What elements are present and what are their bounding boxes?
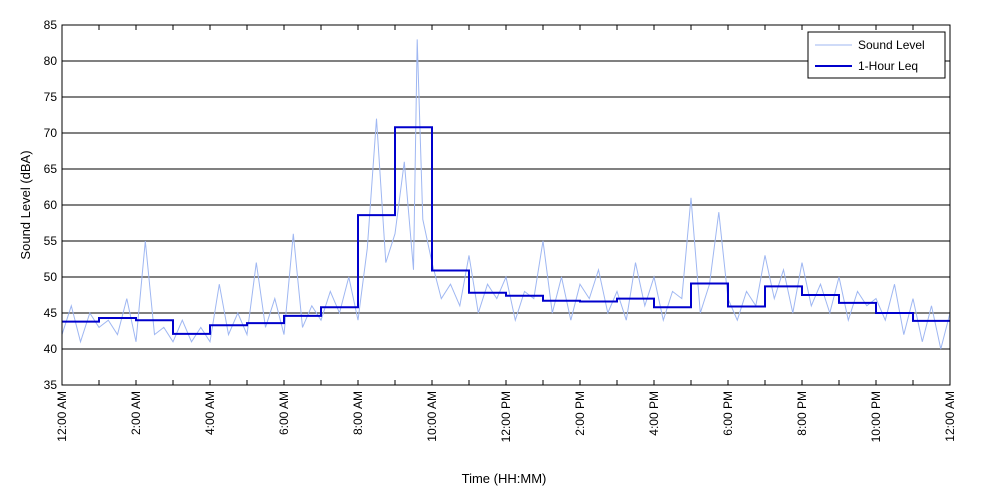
y-tick-label: 55 [44, 234, 58, 248]
y-tick-label: 75 [44, 90, 58, 104]
x-tick-label: 2:00 AM [129, 391, 143, 435]
y-tick-label: 60 [44, 198, 58, 212]
y-tick-label: 35 [44, 378, 58, 392]
y-tick-label: 45 [44, 306, 58, 320]
y-axis-title: Sound Level (dBA) [18, 150, 33, 259]
x-tick-labels: 12:00 AM 2:00 AM 4:00 AM 6:00 AM 8:00 AM 10:0… [55, 391, 957, 442]
y-tick-label: 70 [44, 126, 58, 140]
y-tick-labels: 35 40 45 50 55 60 65 70 75 80 85 [44, 18, 58, 392]
series-line-one-hour-leq [62, 126, 950, 335]
series-layer [61, 39, 951, 350]
x-tick-label: 10:00 AM [425, 391, 439, 442]
legend-label-1-hour-leq: 1-Hour Leq [858, 59, 918, 73]
legend-box [807, 31, 946, 79]
x-tick-label: 4:00 AM [203, 391, 217, 435]
series-line-sound-level [61, 39, 951, 350]
y-tick-label: 65 [44, 162, 58, 176]
x-tick-label: 6:00 PM [721, 391, 735, 436]
x-tick-label: 6:00 AM [277, 391, 291, 435]
y-tick-label: 50 [44, 270, 58, 284]
x-tick-label: 12:00 AM [943, 391, 957, 442]
x-tick-label: 10:00 PM [869, 391, 883, 442]
legend: Sound Level 1-Hour Leq [807, 31, 946, 79]
x-tick-label: 8:00 AM [351, 391, 365, 435]
x-tick-label: 12:00 PM [499, 391, 513, 442]
y-tick-label: 80 [44, 54, 58, 68]
x-tick-label: 2:00 PM [573, 391, 587, 436]
x-tick-label: 4:00 PM [647, 391, 661, 436]
x-tick-label: 12:00 AM [55, 391, 69, 442]
plot-frame [61, 24, 951, 386]
y-tick-label: 40 [44, 342, 58, 356]
legend-label-sound-level: Sound Level [858, 38, 925, 52]
y-tick-label: 85 [44, 18, 58, 32]
x-tick-label: 8:00 PM [795, 391, 809, 436]
x-axis-title: Time (HH:MM) [462, 471, 547, 486]
